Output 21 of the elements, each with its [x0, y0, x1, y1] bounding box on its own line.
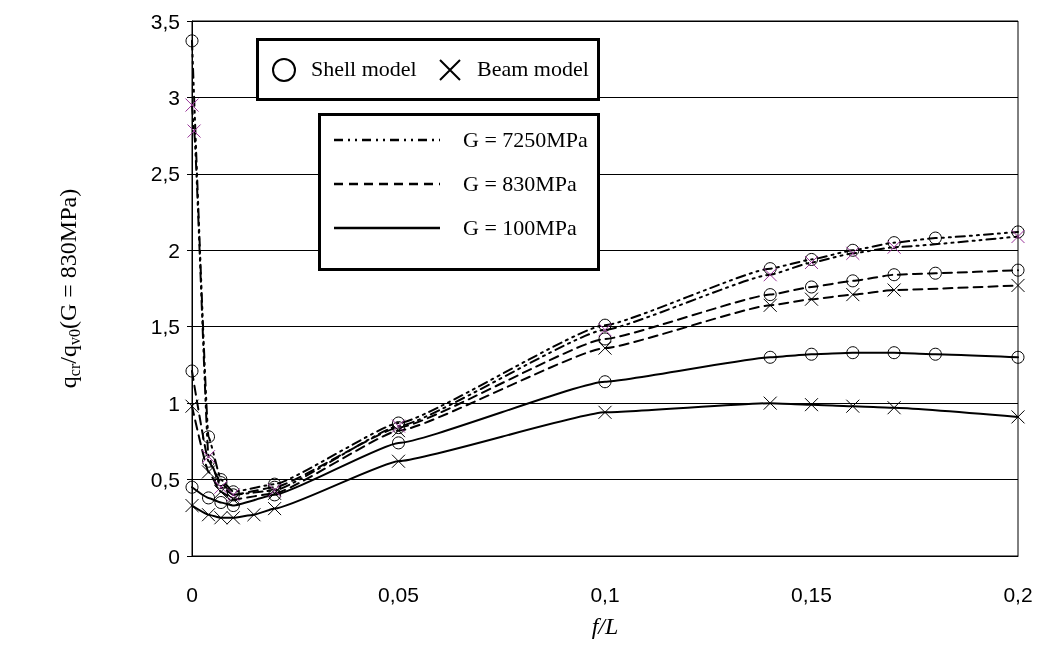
y-tick-label: 1,5 [150, 315, 180, 339]
y-tick-label: 0 [168, 544, 180, 568]
y-tick-label: 0,5 [150, 468, 180, 492]
x-tick-label: 0,1 [590, 583, 620, 606]
x-tick-label: 0,15 [791, 583, 832, 606]
y-tick-label: 3 [168, 85, 180, 109]
annotation: G = 830MPa [463, 170, 577, 198]
annotation: G = 7250MPa [463, 126, 588, 154]
y-tick-label: 2 [168, 238, 180, 262]
annotation: Shell model [311, 55, 417, 83]
x-tick-label: 0,05 [378, 583, 419, 606]
x-tick-label: 0 [186, 583, 198, 606]
y-tick-label: 3,5 [150, 9, 180, 33]
y-tick-label: 1 [168, 391, 180, 415]
annotation: G = 100MPa [463, 214, 577, 242]
annotation: Beam model [477, 55, 589, 83]
x-axis-title: f/L [591, 613, 619, 639]
legend-box: Shell model Beam model [256, 38, 600, 101]
x-tick-label: 0,2 [1003, 583, 1033, 606]
y-tick-label: 2,5 [150, 162, 180, 186]
y-axis-title: qcr/qv0(G = 830MPa) [55, 188, 83, 389]
